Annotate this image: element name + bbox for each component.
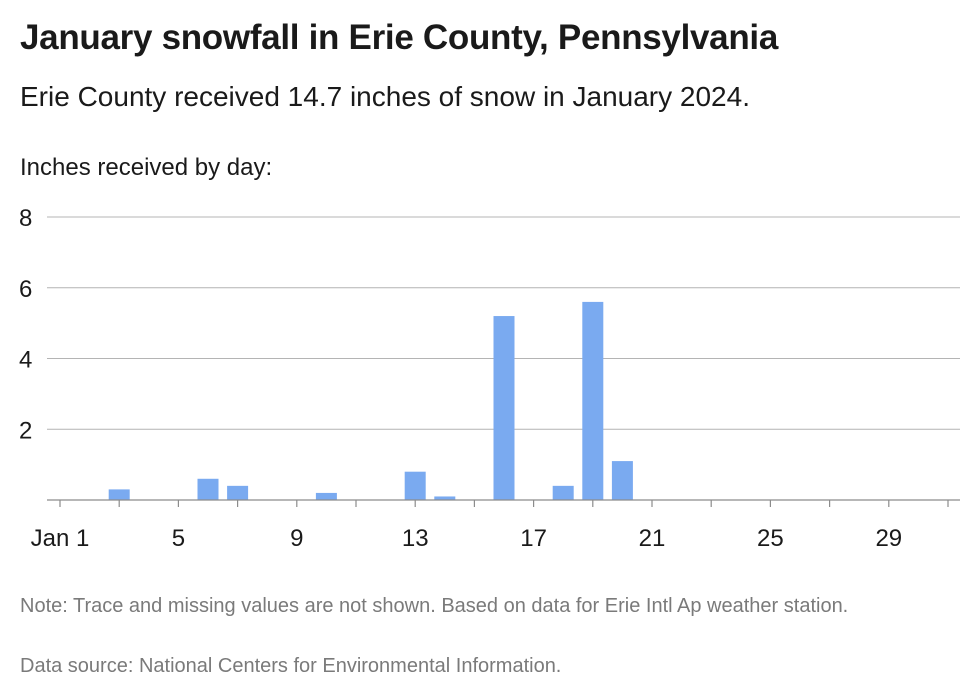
x-tick-label: 21 [639, 525, 666, 552]
bar-jan-6 [197, 478, 219, 500]
y-tick-label: 6 [19, 276, 32, 303]
bars-layer [108, 301, 633, 500]
y-tick-label: 2 [19, 417, 32, 444]
bar-jan-7 [227, 485, 249, 500]
footnote: Note: Trace and missing values are not s… [20, 595, 849, 617]
bar-jan-20 [611, 461, 633, 500]
bar-jan-13 [404, 471, 426, 500]
x-tick-label: 5 [172, 525, 185, 552]
chart-subtitle: Erie County received 14.7 inches of snow… [20, 81, 750, 112]
bar-jan-18 [552, 485, 574, 500]
x-tick-label: 29 [875, 525, 902, 552]
snowfall-bar-chart: 2 4 6 8 Jan 1 5 9 13 17 21 25 29 [19, 205, 960, 552]
bar-jan-10 [315, 492, 337, 500]
x-tick-label: 25 [757, 525, 784, 552]
bar-jan-16 [493, 316, 515, 500]
bar-jan-14 [434, 496, 456, 500]
y-axis-label: Inches received by day: [20, 154, 273, 181]
chart-title: January snowfall in Erie County, Pennsyl… [20, 18, 779, 57]
x-tick-label: 13 [402, 525, 429, 552]
bar-jan-3 [108, 489, 130, 500]
y-tick-label: 8 [19, 205, 32, 232]
y-tick-label: 4 [19, 347, 32, 374]
x-tick-label: 17 [520, 525, 547, 552]
x-tick-label: 9 [290, 525, 303, 552]
data-source: Data source: National Centers for Enviro… [20, 655, 562, 677]
x-tick-label: Jan 1 [31, 525, 90, 552]
bar-jan-19 [582, 301, 604, 500]
axis-layer: 2 4 6 8 Jan 1 5 9 13 17 21 25 29 [19, 205, 960, 552]
grid-layer [47, 216, 960, 430]
